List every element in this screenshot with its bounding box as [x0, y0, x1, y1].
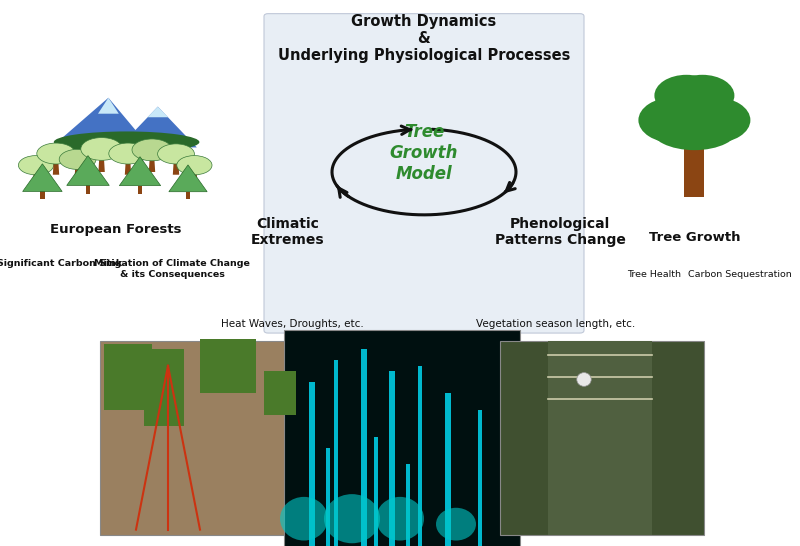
Polygon shape	[191, 174, 198, 186]
Ellipse shape	[37, 143, 75, 164]
Ellipse shape	[436, 508, 476, 541]
FancyBboxPatch shape	[389, 371, 395, 546]
Ellipse shape	[650, 106, 738, 150]
Text: Climatic
Extremes: Climatic Extremes	[251, 217, 325, 247]
FancyBboxPatch shape	[284, 330, 520, 546]
Polygon shape	[147, 106, 168, 117]
FancyBboxPatch shape	[685, 131, 705, 197]
Polygon shape	[119, 157, 161, 186]
Ellipse shape	[678, 97, 750, 143]
FancyBboxPatch shape	[104, 344, 152, 410]
FancyBboxPatch shape	[361, 349, 367, 546]
FancyBboxPatch shape	[144, 349, 184, 426]
Ellipse shape	[59, 149, 96, 169]
Text: Vegetation season length, etc.: Vegetation season length, etc.	[476, 319, 636, 329]
FancyBboxPatch shape	[200, 339, 256, 393]
Polygon shape	[66, 156, 110, 186]
FancyBboxPatch shape	[500, 341, 704, 535]
Polygon shape	[138, 186, 142, 194]
FancyBboxPatch shape	[406, 464, 410, 546]
Ellipse shape	[376, 497, 424, 541]
Polygon shape	[40, 192, 45, 199]
FancyBboxPatch shape	[264, 14, 584, 333]
Ellipse shape	[670, 75, 734, 116]
Ellipse shape	[81, 138, 122, 161]
Polygon shape	[186, 192, 190, 199]
Ellipse shape	[158, 144, 194, 164]
FancyBboxPatch shape	[374, 437, 378, 546]
Ellipse shape	[177, 156, 212, 175]
Text: Significant Carbon Sink: Significant Carbon Sink	[0, 259, 122, 268]
Polygon shape	[86, 186, 90, 194]
Ellipse shape	[54, 132, 199, 153]
Polygon shape	[98, 159, 105, 172]
Ellipse shape	[280, 497, 328, 541]
Ellipse shape	[654, 75, 718, 116]
Ellipse shape	[324, 494, 380, 543]
Polygon shape	[169, 165, 207, 192]
Text: Phenological
Patterns Change: Phenological Patterns Change	[494, 217, 626, 247]
FancyBboxPatch shape	[418, 366, 422, 546]
FancyBboxPatch shape	[548, 341, 652, 535]
FancyBboxPatch shape	[334, 360, 338, 546]
Text: Tree Health: Tree Health	[627, 270, 682, 279]
Polygon shape	[22, 164, 62, 192]
Polygon shape	[53, 163, 59, 175]
Ellipse shape	[654, 82, 734, 131]
Text: Heat Waves, Droughts, etc.: Heat Waves, Droughts, etc.	[221, 319, 363, 329]
FancyBboxPatch shape	[478, 410, 482, 546]
Text: Tree
Growth
Model: Tree Growth Model	[390, 123, 458, 183]
Polygon shape	[74, 168, 81, 180]
Text: Growth Dynamics
&
Underlying Physiological Processes: Growth Dynamics & Underlying Physiologic…	[278, 14, 570, 63]
Polygon shape	[98, 98, 118, 114]
Text: Mitigation of Climate Change
& its Consequences: Mitigation of Climate Change & its Conse…	[94, 259, 250, 279]
Polygon shape	[118, 106, 197, 147]
Ellipse shape	[109, 143, 147, 164]
Text: Tree Growth: Tree Growth	[649, 231, 740, 244]
Polygon shape	[125, 163, 131, 175]
Text: Carbon Sequestration: Carbon Sequestration	[688, 270, 792, 279]
Text: European Forests: European Forests	[50, 223, 182, 236]
FancyBboxPatch shape	[446, 393, 451, 546]
Polygon shape	[149, 159, 155, 172]
FancyBboxPatch shape	[309, 382, 315, 546]
Polygon shape	[173, 163, 179, 175]
Polygon shape	[33, 174, 39, 186]
FancyBboxPatch shape	[264, 371, 296, 415]
Ellipse shape	[132, 139, 172, 161]
Polygon shape	[51, 98, 150, 147]
FancyBboxPatch shape	[326, 448, 330, 546]
FancyBboxPatch shape	[100, 341, 304, 535]
Ellipse shape	[577, 372, 591, 387]
Ellipse shape	[18, 156, 54, 175]
Ellipse shape	[638, 97, 710, 143]
